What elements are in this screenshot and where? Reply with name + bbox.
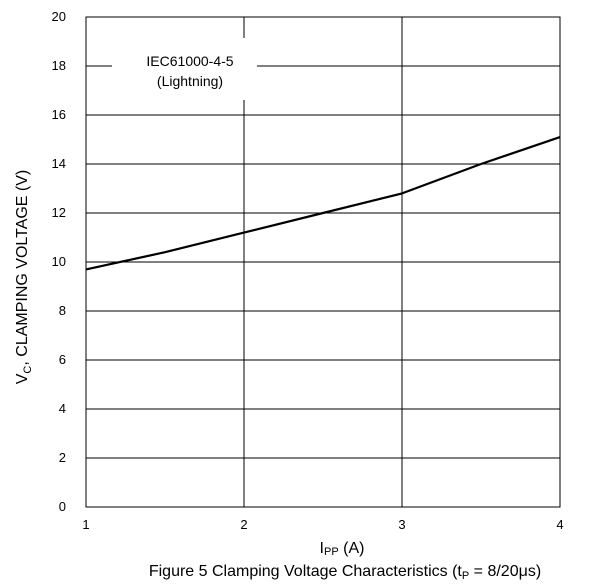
x-axis-label: IPP (A) [320, 540, 365, 558]
x-tick-label: 4 [556, 517, 563, 532]
figure-caption: Figure 5 Clamping Voltage Characteristic… [149, 563, 541, 582]
annotation-line-1: IEC61000-4-5 [146, 53, 233, 69]
y-tick-labels: 0 2 4 6 8 10 12 14 16 18 20 [52, 9, 66, 514]
y-tick-label: 6 [59, 352, 66, 367]
y-tick-label: 4 [59, 401, 66, 416]
annotation: IEC61000-4-5 (Lightning) [112, 38, 257, 100]
x-tick-labels: 1 2 3 4 [82, 517, 563, 532]
y-tick-label: 0 [59, 499, 66, 514]
x-tick-label: 2 [240, 517, 247, 532]
series-line [85, 136, 561, 271]
y-tick-label: 10 [52, 254, 66, 269]
plot-frame [85, 16, 561, 508]
y-tick-label: 18 [52, 58, 66, 73]
caption-pre: Figure 5 Clamping Voltage Characteristic… [149, 563, 463, 580]
y-axis-label: VC, CLAMPING VOLTAGE (V) [14, 170, 34, 385]
y-axis-label-sub: C [22, 366, 34, 374]
y-tick-label: 2 [59, 450, 66, 465]
x-axis-label-unit: (A) [339, 540, 365, 557]
y-axis-label-main: V [14, 373, 31, 384]
caption-post: = 8/20μs) [469, 563, 541, 580]
caption-sub: P [462, 570, 469, 582]
x-axis-label-sub: PP [324, 546, 339, 558]
series-lines [85, 136, 561, 271]
y-axis-label-rest: , CLAMPING VOLTAGE (V) [14, 170, 31, 366]
y-tick-label: 16 [52, 107, 66, 122]
x-tick-label: 3 [398, 517, 405, 532]
x-axis-label-main: I [320, 540, 324, 557]
y-tick-label: 8 [59, 303, 66, 318]
y-tick-label: 12 [52, 205, 66, 220]
y-tick-label: 20 [52, 9, 66, 24]
x-tick-label: 1 [82, 517, 89, 532]
annotation-line-2: (Lightning) [157, 73, 223, 89]
y-tick-label: 14 [52, 156, 66, 171]
annotation-background [112, 38, 257, 100]
